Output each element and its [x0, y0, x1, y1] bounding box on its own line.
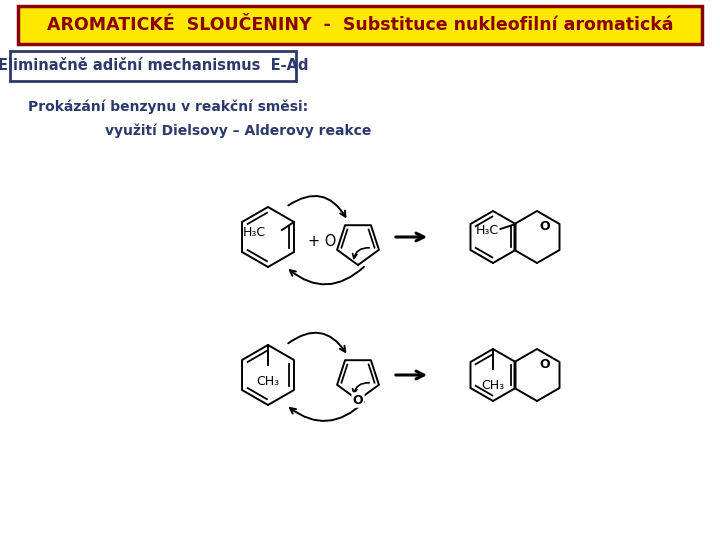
Text: O: O — [540, 220, 550, 233]
FancyBboxPatch shape — [18, 6, 702, 44]
Text: H₃C: H₃C — [243, 226, 266, 239]
Text: H₃C: H₃C — [475, 224, 498, 237]
Text: O: O — [540, 359, 550, 372]
FancyBboxPatch shape — [10, 51, 296, 81]
Text: + O: + O — [308, 234, 336, 249]
Text: využití Dielsovy – Alderovy reakce: využití Dielsovy – Alderovy reakce — [105, 124, 372, 138]
Text: AROMATICKÉ  SLOUČENINY  -  Substituce nukleofilní aromatická: AROMATICKÉ SLOUČENINY - Substituce nukle… — [47, 16, 673, 34]
Text: CH₃: CH₃ — [256, 375, 279, 388]
Text: CH₃: CH₃ — [482, 379, 505, 392]
Text: Eliminačně adiční mechanismus  E-Ad: Eliminačně adiční mechanismus E-Ad — [0, 58, 308, 73]
Text: O: O — [353, 394, 364, 407]
Text: Prokázání benzynu v reakční směsi:: Prokázání benzynu v reakční směsi: — [28, 100, 308, 114]
